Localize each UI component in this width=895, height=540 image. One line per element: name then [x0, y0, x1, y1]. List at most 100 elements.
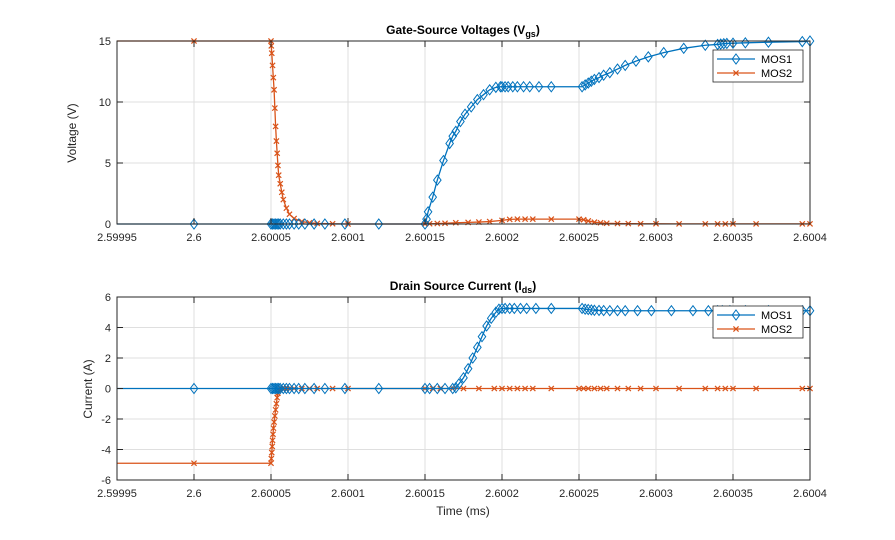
- x-tick-label: 2.6003: [639, 488, 673, 500]
- data-point-marker: [448, 130, 458, 142]
- data-point-marker: [659, 46, 669, 59]
- data-point-marker: [613, 63, 622, 75]
- x-tick-label: 2.59995: [97, 488, 137, 500]
- data-point-marker: [729, 385, 737, 392]
- legend-label: MOS2: [761, 324, 792, 336]
- legend-label: MOS1: [761, 310, 792, 322]
- data-point-marker: [271, 412, 278, 419]
- data-point-marker: [514, 216, 521, 223]
- data-point-marker: [268, 449, 275, 456]
- data-point-marker: [274, 150, 281, 157]
- data-point-marker: [731, 309, 741, 321]
- data-point-marker: [613, 304, 622, 317]
- data-point-marker: [278, 382, 288, 395]
- x-tick-label: 2.59995: [97, 232, 137, 244]
- data-point-marker: [425, 382, 434, 395]
- data-point-marker: [374, 218, 384, 230]
- legend-box: [712, 305, 804, 339]
- title-subscript: ds: [522, 285, 533, 295]
- data-point-marker: [799, 385, 806, 392]
- x-tick-label: 2.60035: [713, 232, 753, 244]
- data-point-marker: [479, 88, 488, 101]
- data-point-marker: [716, 38, 726, 50]
- data-point-marker: [522, 216, 529, 223]
- data-point-marker: [497, 302, 507, 315]
- data-point-marker: [509, 302, 519, 315]
- data-point-marker: [590, 73, 599, 86]
- x-tick-label: 2.6001: [331, 232, 365, 244]
- data-point-marker: [282, 218, 291, 230]
- data-point-marker: [519, 80, 528, 93]
- x-tick-label: 2.60025: [559, 232, 599, 244]
- data-point-marker: [445, 137, 455, 150]
- title-close: ): [536, 23, 540, 37]
- legend-item-mos1: MOS1: [717, 309, 792, 322]
- x-tick-label: 2.6002: [485, 232, 519, 244]
- x-tick-label: 2.6004: [793, 488, 827, 500]
- title-main: Drain Source Current (I: [390, 279, 522, 293]
- data-point-marker: [688, 304, 698, 317]
- data-point-marker: [189, 382, 199, 395]
- data-point-marker: [647, 304, 656, 317]
- x-tick-label: 2.60015: [405, 232, 445, 244]
- data-point-marker: [432, 174, 442, 186]
- data-point-marker: [500, 80, 510, 93]
- title-subscript: gs: [525, 29, 536, 39]
- data-point-marker: [522, 385, 529, 392]
- data-point-marker: [643, 51, 653, 63]
- data-point-marker: [514, 385, 521, 392]
- data-point-marker: [269, 437, 276, 444]
- data-point-marker: [731, 53, 741, 65]
- data-point-marker: [491, 81, 501, 94]
- data-point-marker: [268, 455, 275, 462]
- data-point-marker: [797, 35, 807, 48]
- x-tick-label: 2.6: [186, 488, 201, 500]
- data-point-marker: [506, 385, 513, 392]
- data-point-marker: [631, 55, 641, 67]
- data-point-marker: [340, 382, 350, 395]
- y-tick-label: 6: [105, 292, 111, 304]
- data-point-marker: [448, 382, 458, 395]
- data-point-marker: [432, 382, 442, 395]
- data-point-marker: [189, 218, 199, 230]
- data-point-marker: [463, 362, 473, 375]
- x-tick-label: 2.60005: [251, 488, 291, 500]
- data-point-marker: [275, 382, 285, 395]
- data-point-marker: [728, 37, 738, 50]
- x-tick-label: 2.6004: [793, 232, 827, 244]
- x-tick-label: 2.6002: [485, 488, 519, 500]
- data-point-marker: [667, 304, 676, 317]
- data-point-marker: [190, 460, 198, 467]
- x-tick-label: 2.60005: [251, 232, 291, 244]
- data-point-marker: [548, 385, 555, 392]
- data-point-marker: [294, 218, 304, 230]
- data-point-marker: [274, 162, 281, 169]
- y-tick-label: 4: [105, 323, 111, 335]
- y-axis-label: Current (A): [81, 359, 95, 418]
- data-point-marker: [270, 425, 277, 432]
- data-point-marker: [679, 42, 689, 55]
- data-point-marker: [271, 86, 278, 93]
- data-point-marker: [525, 80, 535, 93]
- data-point-marker: [603, 385, 610, 392]
- data-point-marker: [280, 196, 287, 203]
- plot-area: [117, 41, 810, 224]
- data-point-marker: [594, 71, 604, 84]
- data-point-marker: [498, 385, 506, 392]
- x-tick-label: 2.6: [186, 232, 201, 244]
- data-point-marker: [753, 385, 760, 392]
- data-point-marker: [320, 382, 330, 395]
- data-point-marker: [491, 385, 498, 392]
- x-tick-label: 2.6001: [331, 488, 365, 500]
- data-point-marker: [298, 218, 305, 225]
- data-point-marker: [278, 218, 288, 230]
- data-point-marker: [529, 385, 536, 392]
- data-point-marker: [439, 154, 448, 167]
- data-point-marker: [456, 115, 465, 128]
- data-point-marker: [460, 385, 467, 392]
- y-tick-label: 0: [105, 219, 111, 231]
- data-point-marker: [580, 385, 587, 392]
- data-point-marker: [529, 216, 536, 223]
- data-point-marker: [273, 400, 280, 407]
